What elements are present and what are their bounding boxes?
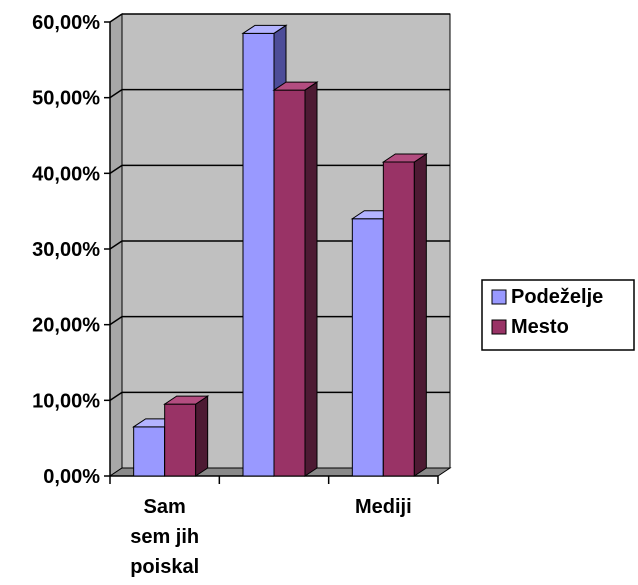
legend-label: Podeželje — [511, 286, 603, 308]
bar-mesto — [163, 395, 210, 477]
bar-side — [195, 395, 209, 477]
x-category-label: poiskal — [130, 556, 199, 578]
legend: Podeželje Mesto — [481, 279, 635, 351]
bars — [132, 24, 428, 477]
x-category-label: sem jih — [130, 526, 199, 548]
legend-swatch — [491, 289, 507, 305]
gridline-diagonal — [109, 316, 123, 326]
legend-box — [481, 279, 635, 351]
gridline-diagonal — [109, 391, 123, 401]
y-tick-label: 40,00% — [32, 163, 100, 185]
bar-top — [241, 24, 288, 34]
bar-top — [163, 395, 210, 405]
legend-swatch — [491, 319, 507, 335]
bar-side — [304, 81, 318, 477]
y-tick-label: 30,00% — [32, 239, 100, 261]
bar-side — [413, 153, 427, 477]
gridline-diagonal — [109, 13, 123, 23]
y-axis-tick-labels: 0,00% 10,00% 20,00% 30,00% 40,00% 50,00% 60,00… — [32, 12, 100, 488]
y-tick-label: 0,00% — [43, 466, 100, 488]
x-category-label: Mediji — [355, 496, 412, 518]
bar-top — [381, 153, 428, 163]
x-category-label: Sam — [144, 496, 186, 518]
bar-front — [273, 89, 306, 477]
x-axis-category-labels: Sam sem jih poiskal Mediji — [130, 496, 411, 578]
y-tick-label: 60,00% — [32, 12, 100, 34]
bar-mesto — [272, 81, 319, 477]
y-tick-label: 10,00% — [32, 390, 100, 412]
bar-front — [351, 218, 384, 477]
bar-front — [382, 161, 415, 477]
bar-front — [164, 403, 197, 477]
bar-mesto — [381, 153, 428, 477]
legend-label: Mesto — [511, 316, 569, 338]
gridline-diagonal — [109, 240, 123, 250]
gridline-diagonal — [109, 89, 123, 99]
y-tick-label: 20,00% — [32, 315, 100, 337]
bar-front — [242, 32, 275, 477]
bar-top — [272, 81, 319, 91]
y-tick-label: 50,00% — [32, 88, 100, 110]
gridline-diagonal — [109, 164, 123, 174]
bar-front — [133, 426, 166, 477]
